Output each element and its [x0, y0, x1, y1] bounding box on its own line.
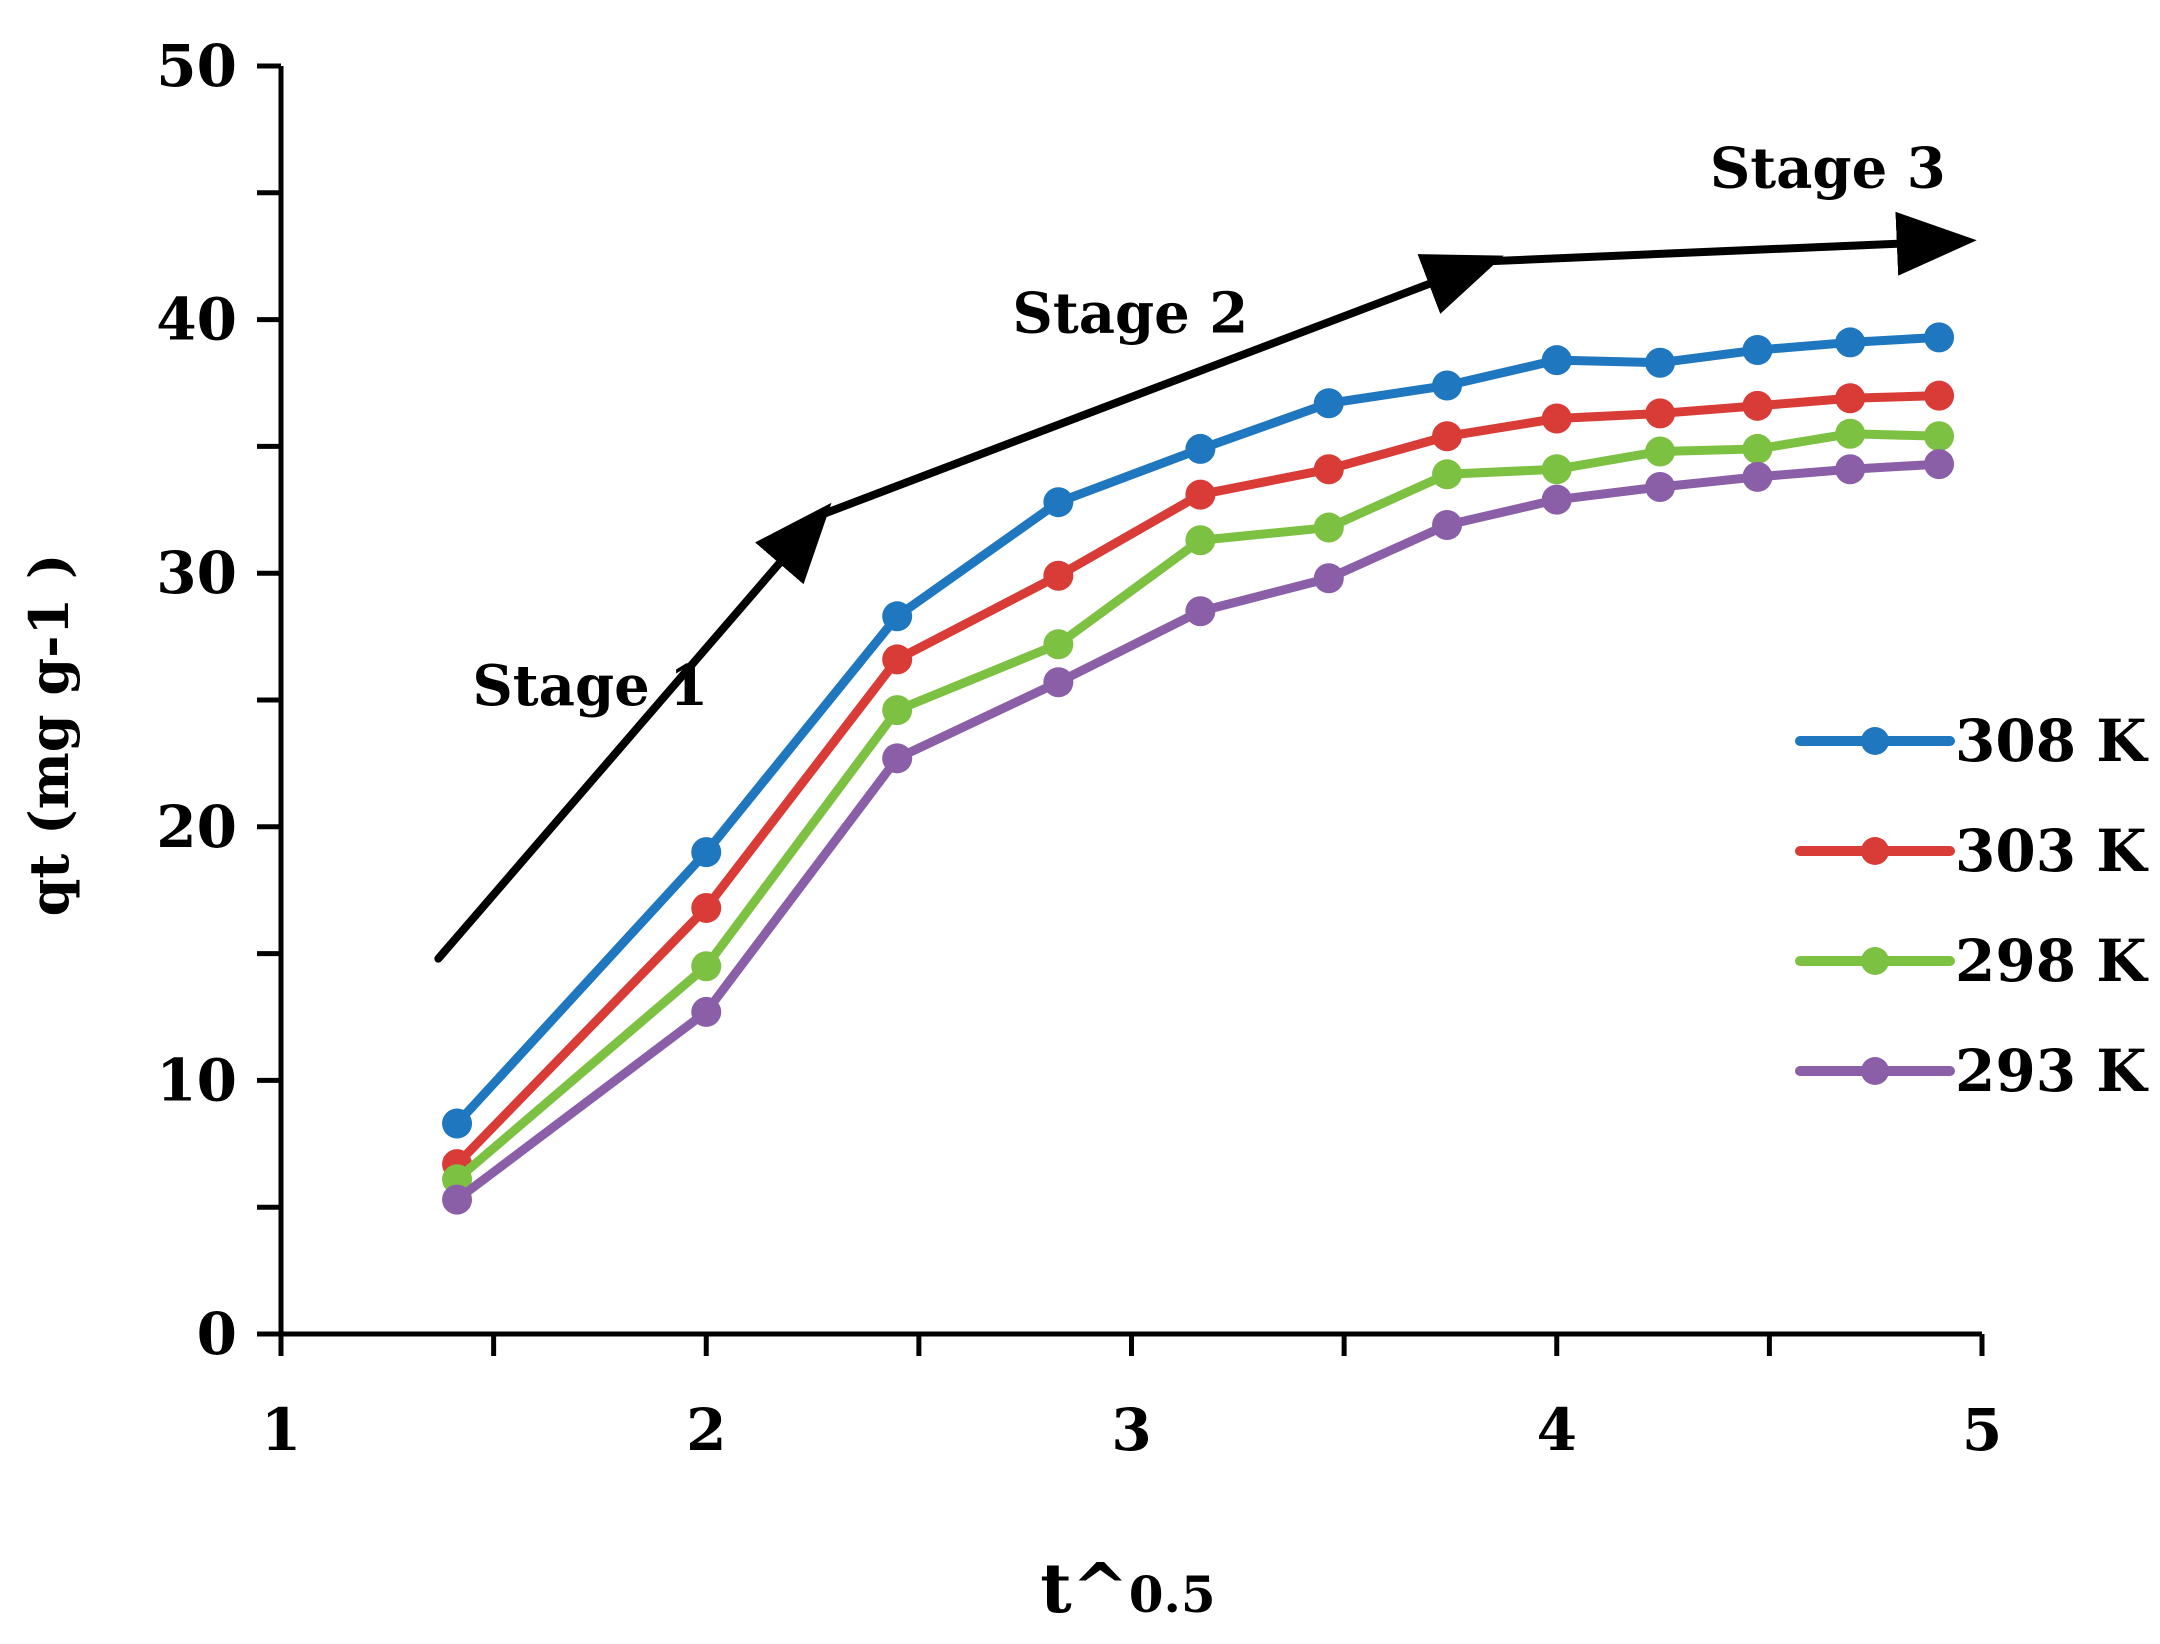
data-point — [1835, 454, 1866, 485]
data-point — [1645, 398, 1676, 429]
data-point — [1742, 335, 1773, 366]
data-point — [1185, 479, 1216, 510]
legend-item: 308 K — [1795, 707, 2149, 775]
data-point — [1432, 459, 1463, 490]
data-point — [1185, 596, 1216, 627]
x-axis-title-main: t^ — [1040, 1549, 1128, 1629]
legend-swatch-marker — [1861, 1057, 1889, 1085]
data-point — [1645, 471, 1676, 502]
data-point — [1645, 347, 1676, 378]
stage-label: Stage 1 — [472, 653, 708, 719]
legend-item: 293 K — [1795, 1037, 2149, 1105]
data-point — [442, 1184, 473, 1215]
stage-arrow-segment — [434, 502, 832, 963]
data-point — [1541, 454, 1572, 485]
x-tick-label: 2 — [686, 1396, 726, 1464]
stage-label: Stage 2 — [1012, 280, 1248, 346]
x-tick-label: 1 — [261, 1396, 301, 1464]
data-point — [1835, 418, 1866, 449]
series-298-k — [442, 418, 1955, 1195]
data-point — [882, 743, 913, 774]
legend-label: 303 K — [1955, 817, 2149, 885]
legend-item: 303 K — [1795, 817, 2149, 885]
data-point — [1432, 510, 1463, 541]
data-point — [1432, 370, 1463, 401]
legend-label: 293 K — [1955, 1037, 2149, 1105]
data-point — [1313, 454, 1344, 485]
data-point — [442, 1108, 473, 1139]
data-point — [1313, 563, 1344, 594]
legend-label: 308 K — [1955, 707, 2149, 775]
y-tick-label: 30 — [156, 539, 237, 607]
legend-swatch-marker — [1861, 727, 1889, 755]
series-line — [452, 429, 1944, 1184]
legend-item: 298 K — [1795, 927, 2149, 995]
series-293-k — [442, 449, 1955, 1215]
data-point — [691, 996, 722, 1027]
legend-swatch-marker — [1861, 837, 1889, 865]
data-point — [1541, 484, 1572, 515]
data-point — [882, 695, 913, 726]
stage-label: Stage 3 — [1710, 136, 1946, 202]
y-tick-label: 0 — [197, 1300, 237, 1368]
data-point — [1043, 487, 1074, 518]
data-point — [691, 951, 722, 982]
x-tick-label: 5 — [1962, 1396, 2002, 1464]
legend: 308 K 303 K 298 K 293 K — [1795, 707, 2149, 1105]
series-group — [442, 322, 1955, 1215]
data-point — [1742, 390, 1773, 421]
x-tick-label: 3 — [1111, 1396, 1151, 1464]
stage-arrow-segment — [1484, 211, 1977, 276]
data-point — [1313, 388, 1344, 419]
data-point — [1645, 436, 1676, 467]
data-point — [691, 892, 722, 923]
data-point — [1924, 421, 1955, 452]
series-line — [452, 391, 1944, 1169]
y-tick-label: 40 — [156, 286, 237, 354]
data-point — [882, 644, 913, 675]
data-point — [1043, 667, 1074, 698]
stage-arrow-segment — [817, 254, 1504, 519]
data-point — [1742, 461, 1773, 492]
data-point — [1835, 327, 1866, 358]
data-point — [1313, 512, 1344, 543]
data-point — [1432, 421, 1463, 452]
y-tick-label: 20 — [156, 793, 237, 861]
series-303-k — [442, 380, 1955, 1180]
series-308-k — [442, 322, 1955, 1139]
annotation-group: Stage 1 Stage 2 Stage 3 — [472, 136, 1945, 719]
data-point — [1924, 380, 1955, 411]
axes-group: 0 10 20 30 40 50 1 2 3 4 5 — [156, 32, 2002, 1464]
data-point — [1541, 345, 1572, 376]
x-tick-label: 4 — [1537, 1396, 1577, 1464]
data-point — [1924, 322, 1955, 353]
x-axis-title-sub: 0.5 — [1129, 1565, 1216, 1624]
data-point — [1185, 433, 1216, 464]
y-axis-title: qt (mg g-1 ) — [17, 554, 81, 917]
data-point — [691, 837, 722, 868]
data-point — [1043, 629, 1074, 660]
x-axis-title: t^0.5 — [1040, 1549, 1215, 1629]
data-point — [1835, 383, 1866, 414]
data-point — [882, 601, 913, 632]
series-line — [452, 332, 1944, 1129]
series-line — [452, 459, 1944, 1205]
stage-arrow-group — [434, 211, 1977, 963]
data-point — [1185, 525, 1216, 556]
legend-swatch-marker — [1861, 947, 1889, 975]
y-tick-label: 50 — [156, 32, 237, 100]
data-point — [1541, 403, 1572, 434]
data-point — [1742, 433, 1773, 464]
data-point — [1043, 560, 1074, 591]
y-tick-label: 10 — [156, 1046, 237, 1114]
legend-label: 298 K — [1955, 927, 2149, 995]
data-point — [1924, 449, 1955, 480]
